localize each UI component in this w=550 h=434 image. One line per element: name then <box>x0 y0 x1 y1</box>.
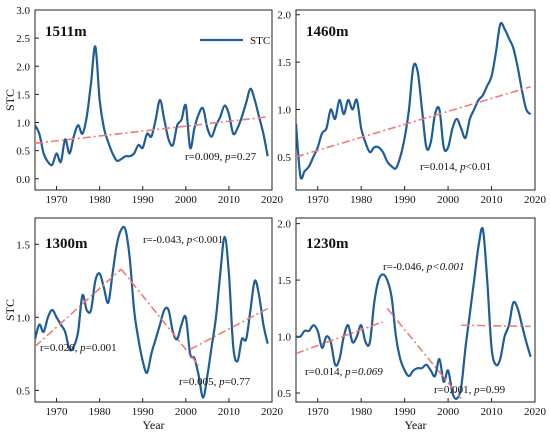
y-tick-label: 1.5 <box>16 89 30 101</box>
y-tick-label: 0.5 <box>16 146 30 158</box>
regression-annotation: r=0.001, p=0.99 <box>434 384 506 396</box>
panel-title: 1300m <box>45 236 88 252</box>
x-axis-label: Year <box>404 418 426 432</box>
x-tick-label: 1980 <box>350 406 373 418</box>
x-tick-label: 2020 <box>524 194 547 206</box>
y-tick-label: 1.0 <box>16 312 30 324</box>
y-axis-label: STC <box>3 299 17 321</box>
x-tick-label: 2000 <box>175 406 198 418</box>
x-tick-label: 2000 <box>175 194 198 206</box>
regression-annotation: r=0.014, p=0.069 <box>305 366 383 378</box>
x-tick-label: 1970 <box>46 194 69 206</box>
x-tick-label: 2020 <box>261 194 284 206</box>
axes-frame <box>295 217 536 403</box>
x-tick-label: 2010 <box>218 194 241 206</box>
x-axis-label: Year <box>142 418 164 432</box>
trend-line <box>189 307 269 351</box>
x-tick-label: 1970 <box>46 406 69 418</box>
x-tick-label: 1980 <box>350 194 373 206</box>
x-tick-label: 1990 <box>394 194 417 206</box>
trend-line <box>386 307 462 400</box>
regression-annotation: r=-0.043, p<0.001 <box>143 234 223 246</box>
y-tick-label: 2.0 <box>16 61 30 73</box>
x-tick-label: 2010 <box>481 406 504 418</box>
legend: STC <box>200 35 270 47</box>
x-tick-label: 2020 <box>261 406 284 418</box>
trend-line <box>120 268 200 366</box>
regression-annotation: r=0.005, p=0.77 <box>179 376 251 388</box>
x-tick-label: 1990 <box>394 406 417 418</box>
x-tick-label: 1970 <box>307 194 330 206</box>
panel-4: 1970 1980 1990 2000 2010 2020 0.5 1.0 1.5 2.0 1230… <box>277 217 547 432</box>
y-axis-label: STC <box>3 89 17 111</box>
panel-title: 1460m <box>306 24 349 40</box>
y-tick-label: 2.0 <box>277 219 291 231</box>
y-tick-label: 1.0 <box>277 332 291 344</box>
regression-annotation: r=-0.046, p<0.001 <box>383 261 464 273</box>
y-tick-label: 1.5 <box>277 57 291 69</box>
x-tick-label: 2000 <box>437 406 460 418</box>
legend-label-stc: STC <box>250 35 270 47</box>
regression-annotation: r=0.009, p=0.27 <box>185 151 257 163</box>
axes-frame <box>295 9 536 191</box>
y-tick-label: 1.0 <box>277 104 291 116</box>
y-tick-label: 3.0 <box>16 5 30 17</box>
x-tick-label: 1980 <box>89 194 112 206</box>
x-tick-label: 2000 <box>437 194 460 206</box>
panel-2: 1970 1980 1990 2000 2010 2020 0.5 1.0 1.5 2.0 1460… <box>277 9 547 206</box>
trend-line <box>296 85 531 158</box>
series-line-stc <box>35 45 269 167</box>
y-tick-label: 0.5 <box>16 385 30 397</box>
y-tick-label: 1.5 <box>16 239 30 251</box>
regression-annotation: r=0.014, p<0.01 <box>420 161 491 173</box>
x-tick-label: 1990 <box>132 406 155 418</box>
series-line-stc <box>296 226 532 400</box>
y-tick-label: 2.0 <box>277 10 291 22</box>
panel-title: 1230m <box>306 236 349 252</box>
y-tick-label: 1.0 <box>16 118 30 130</box>
panel-title: 1511m <box>45 24 87 40</box>
y-tick-label: 0.0 <box>16 174 30 186</box>
axes-frame <box>34 217 273 403</box>
y-tick-label: 1.5 <box>277 275 291 287</box>
panel-1: 1970 1980 1990 2000 2010 2020 0.0 0.5 1.0 1.5 2.0 2… <box>3 5 284 206</box>
y-tick-label: 2.5 <box>16 33 30 45</box>
trend-line <box>461 324 531 328</box>
x-tick-label: 1990 <box>132 194 155 206</box>
series-line-stc <box>35 225 269 399</box>
trend-line <box>35 268 122 348</box>
axes-frame <box>34 9 273 191</box>
x-tick-label: 1980 <box>89 406 112 418</box>
y-tick-label: 0.5 <box>277 388 291 400</box>
panel-3: 1970 1980 1990 2000 2010 2020 0.5 1.0 1.5 1300m r=… <box>3 217 284 432</box>
x-tick-label: 2010 <box>218 406 241 418</box>
x-tick-label: 1970 <box>307 406 330 418</box>
y-tick-label: 0.5 <box>277 152 291 164</box>
x-tick-label: 2010 <box>481 194 504 206</box>
regression-annotation: r=0.026, p=0.001 <box>40 342 117 354</box>
x-tick-label: 2020 <box>524 406 547 418</box>
series-line-stc <box>296 21 532 180</box>
trend-line <box>35 116 268 145</box>
